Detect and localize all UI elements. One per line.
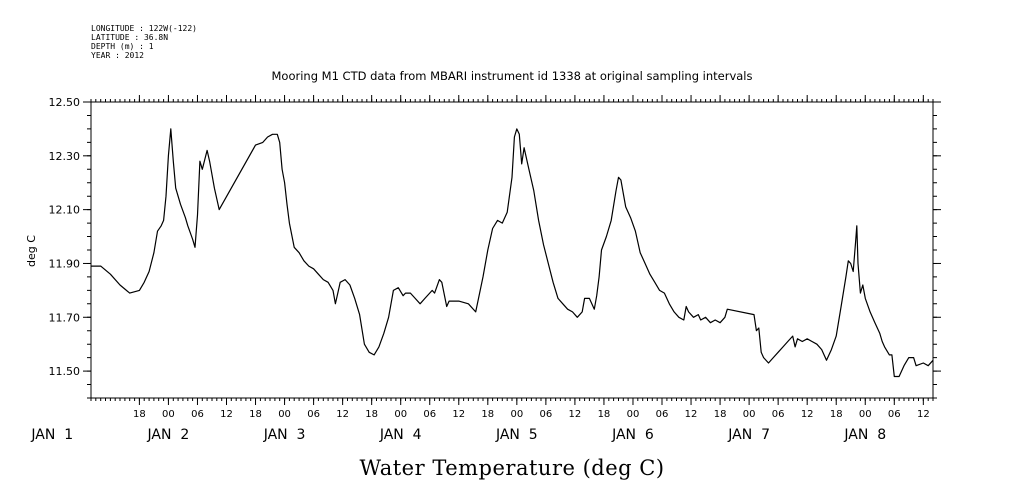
x-hour-label: 00	[627, 409, 640, 420]
x-hour-label: 12	[452, 409, 465, 420]
x-hour-label: 06	[191, 409, 204, 420]
x-hour-label: 06	[540, 409, 553, 420]
y-tick-label: 12.50	[49, 96, 81, 109]
latitude-text: LATITUDE : 36.8N	[91, 33, 168, 42]
plot-frame	[90, 101, 934, 399]
series-layer	[91, 128, 934, 378]
x-hour-label: 00	[278, 409, 291, 420]
y-minor-ticks	[87, 101, 937, 399]
x-hour-label: 12	[220, 409, 233, 420]
mooring-metadata: LONGITUDE : 122W(-122) LATITUDE : 36.8N …	[91, 24, 197, 60]
x-hour-label: 06	[888, 409, 901, 420]
x-day-label: JAN 2	[147, 427, 190, 443]
x-axis: 18 00 06 12 18 00 06 12 18 00 06 12 18 00 06 12 18 00 06 12…	[30, 95, 930, 443]
x-hour-label: 18	[249, 409, 262, 420]
x-day-label: JAN 3	[263, 427, 306, 443]
y-axis-label: deg C	[25, 235, 38, 267]
x-hour-label: 00	[859, 409, 872, 420]
y-axis: 12.50 12.30 12.10 11.90 11.70 11.50	[49, 96, 941, 399]
x-hour-label: 00	[510, 409, 523, 420]
x-hour-label: 06	[772, 409, 785, 420]
hourly-minor-ticks	[90, 99, 934, 401]
x-day-label: JAN 5	[495, 427, 538, 443]
x-hour-label: 18	[830, 409, 843, 420]
depth-text: DEPTH (m) : 1	[91, 42, 154, 51]
y-tick-label: 12.10	[49, 204, 81, 217]
x-hour-label: 06	[307, 409, 320, 420]
x-day-label: JAN 7	[727, 427, 770, 443]
x-hour-label: 18	[481, 409, 494, 420]
year-text: YEAR : 2012	[91, 51, 144, 60]
x-hour-label: 18	[598, 409, 611, 420]
x-day-label: JAN 4	[379, 427, 422, 443]
temperature-series-line	[91, 128, 934, 378]
y-tick-label: 11.70	[49, 311, 81, 324]
x-hour-label: 00	[162, 409, 175, 420]
x-hour-label: 12	[917, 409, 930, 420]
x-day-label: JAN 1	[30, 427, 73, 443]
x-day-label: JAN 8	[843, 427, 886, 443]
minor-ticks	[90, 99, 934, 401]
x-hour-label: 18	[714, 409, 727, 420]
x-hour-label: 18	[133, 409, 146, 420]
x-day-label: JAN 6	[611, 427, 654, 443]
y-tick-label: 12.30	[49, 150, 81, 163]
x-hour-label: 12	[336, 409, 349, 420]
x-hour-label: 18	[365, 409, 378, 420]
x-hour-label: 00	[743, 409, 756, 420]
y-tick-label: 11.90	[49, 257, 81, 270]
x-hour-label: 06	[423, 409, 436, 420]
x-hour-label: 06	[656, 409, 669, 420]
x-hour-label: 12	[685, 409, 698, 420]
x-axis-title: Water Temperature (deg C)	[359, 456, 664, 480]
x-hour-label: 12	[801, 409, 814, 420]
x-hour-label: 00	[394, 409, 407, 420]
x-hour-label: 12	[569, 409, 582, 420]
chart-title: Mooring M1 CTD data from MBARI instrumen…	[272, 69, 753, 83]
y-tick-label: 11.50	[49, 365, 81, 378]
longitude-text: LONGITUDE : 122W(-122)	[91, 24, 197, 33]
